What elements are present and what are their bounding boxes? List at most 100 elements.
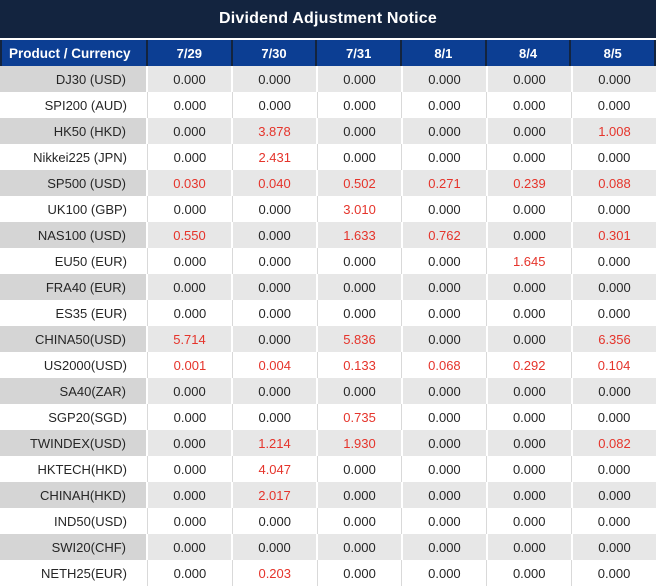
dividend-value-cell: 1.633 <box>318 222 403 248</box>
dividend-value-cell: 0.000 <box>148 196 233 222</box>
dividend-value-cell: 0.000 <box>487 144 573 170</box>
dividend-value-cell: 0.000 <box>573 482 656 508</box>
dividend-value-cell: 0.000 <box>487 560 573 586</box>
dividend-value-cell: 0.000 <box>488 430 573 456</box>
dividend-value-cell: 0.000 <box>232 508 318 534</box>
product-name-cell: SPI200 (AUD) <box>0 92 148 118</box>
title-bar: Dividend Adjustment Notice <box>0 0 656 40</box>
product-name-cell: IND50(USD) <box>0 508 148 534</box>
dividend-value-cell: 0.000 <box>318 274 403 300</box>
column-header-date: 7/29 <box>148 40 233 66</box>
dividend-value-cell: 0.000 <box>318 534 403 560</box>
dividend-value-cell: 0.000 <box>572 300 656 326</box>
dividend-value-cell: 0.000 <box>148 300 233 326</box>
product-name-cell: SP500 (USD) <box>0 170 148 196</box>
dividend-value-cell: 0.000 <box>488 222 573 248</box>
dividend-value-cell: 0.000 <box>232 404 318 430</box>
page-title: Dividend Adjustment Notice <box>219 10 437 27</box>
product-name-cell: SGP20(SGD) <box>0 404 148 430</box>
product-name-cell: ES35 (EUR) <box>0 300 148 326</box>
dividend-value-cell: 0.000 <box>233 66 318 92</box>
dividend-value-cell: 0.000 <box>487 508 573 534</box>
dividend-value-cell: 0.088 <box>573 170 656 196</box>
dividend-value-cell: 0.000 <box>318 66 403 92</box>
table-row: FRA40 (EUR) 0.000 0.000 0.000 0.000 0.000 0.00… <box>0 274 656 300</box>
product-name-cell: NAS100 (USD) <box>0 222 148 248</box>
dividend-value-cell: 3.010 <box>317 196 403 222</box>
dividend-value-cell: 0.000 <box>402 456 488 482</box>
dividend-value-cell: 0.000 <box>488 378 573 404</box>
dividend-value-cell: 0.000 <box>233 326 318 352</box>
dividend-value-cell: 0.000 <box>488 274 573 300</box>
product-name-cell: CHINAH(HKD) <box>0 482 148 508</box>
table-row: ES35 (EUR) 0.000 0.000 0.000 0.000 0.000 0.000 <box>0 300 656 326</box>
dividend-value-cell: 0.000 <box>318 482 403 508</box>
dividend-value-cell: 5.714 <box>148 326 233 352</box>
dividend-value-cell: 0.000 <box>148 378 233 404</box>
product-name-cell: UK100 (GBP) <box>0 196 148 222</box>
dividend-value-cell: 0.000 <box>403 378 488 404</box>
dividend-value-cell: 0.000 <box>232 300 318 326</box>
dividend-value-cell: 1.214 <box>233 430 318 456</box>
table-row: SWI20(CHF) 0.000 0.000 0.000 0.000 0.000 0.000 <box>0 534 656 560</box>
dividend-value-cell: 0.000 <box>148 482 233 508</box>
dividend-value-cell: 2.017 <box>233 482 318 508</box>
dividend-value-cell: 0.000 <box>317 300 403 326</box>
dividend-value-cell: 0.000 <box>403 118 488 144</box>
dividend-value-cell: 0.000 <box>488 66 573 92</box>
dividend-value-cell: 0.000 <box>148 118 233 144</box>
dividend-value-cell: 0.000 <box>572 144 656 170</box>
column-header-date: 7/31 <box>317 40 403 66</box>
dividend-value-cell: 0.301 <box>573 222 656 248</box>
table-row: NETH25(EUR) 0.000 0.203 0.000 0.000 0.000 0.00… <box>0 560 656 586</box>
dividend-value-cell: 0.133 <box>317 352 403 378</box>
dividend-value-cell: 0.000 <box>317 144 403 170</box>
table-row: CHINA50(USD) 5.714 0.000 5.836 0.000 0.000 6.3… <box>0 326 656 352</box>
dividend-value-cell: 0.271 <box>403 170 488 196</box>
table-row: EU50 (EUR) 0.000 0.000 0.000 0.000 1.645 0.000 <box>0 248 656 274</box>
dividend-value-cell: 0.000 <box>402 508 488 534</box>
dividend-value-cell: 0.001 <box>148 352 233 378</box>
dividend-value-cell: 6.356 <box>573 326 656 352</box>
dividend-value-cell: 0.000 <box>148 144 233 170</box>
dividend-value-cell: 0.000 <box>317 560 403 586</box>
dividend-value-cell: 0.000 <box>148 456 233 482</box>
dividend-value-cell: 0.000 <box>402 196 488 222</box>
dividend-value-cell: 0.000 <box>573 534 656 560</box>
product-name-cell: SA40(ZAR) <box>0 378 148 404</box>
column-header-date: 8/1 <box>402 40 487 66</box>
table-row: IND50(USD) 0.000 0.000 0.000 0.000 0.000 0.000 <box>0 508 656 534</box>
dividend-value-cell: 0.000 <box>402 560 488 586</box>
table-row: TWINDEX(USD) 0.000 1.214 1.930 0.000 0.000 0.0… <box>0 430 656 456</box>
dividend-value-cell: 0.000 <box>317 92 403 118</box>
dividend-value-cell: 0.000 <box>487 92 573 118</box>
product-name-cell: DJ30 (USD) <box>0 66 148 92</box>
dividend-value-cell: 0.000 <box>317 248 403 274</box>
dividend-value-cell: 0.000 <box>148 430 233 456</box>
dividend-value-cell: 0.104 <box>572 352 656 378</box>
table-row: SP500 (USD) 0.030 0.040 0.502 0.271 0.239 0.08… <box>0 170 656 196</box>
dividend-value-cell: 0.000 <box>572 196 656 222</box>
product-name-cell: SWI20(CHF) <box>0 534 148 560</box>
dividend-value-cell: 1.008 <box>573 118 656 144</box>
dividend-value-cell: 0.000 <box>488 118 573 144</box>
product-name-cell: FRA40 (EUR) <box>0 274 148 300</box>
dividend-value-cell: 0.000 <box>487 300 573 326</box>
dividend-value-cell: 0.000 <box>488 482 573 508</box>
dividend-value-cell: 0.000 <box>403 326 488 352</box>
dividend-value-cell: 0.000 <box>318 378 403 404</box>
table-row: SA40(ZAR) 0.000 0.000 0.000 0.000 0.000 0.000 <box>0 378 656 404</box>
dividend-value-cell: 0.000 <box>488 534 573 560</box>
table-row: CHINAH(HKD) 0.000 2.017 0.000 0.000 0.000 0.00… <box>0 482 656 508</box>
dividend-value-cell: 0.000 <box>402 300 488 326</box>
dividend-value-cell: 0.550 <box>148 222 233 248</box>
product-name-cell: EU50 (EUR) <box>0 248 148 274</box>
dividend-value-cell: 0.000 <box>402 248 488 274</box>
dividend-value-cell: 0.000 <box>233 274 318 300</box>
dividend-value-cell: 0.000 <box>148 404 233 430</box>
table-row: SPI200 (AUD) 0.000 0.000 0.000 0.000 0.000 0.0… <box>0 92 656 118</box>
dividend-value-cell: 0.000 <box>232 248 318 274</box>
dividend-value-cell: 0.000 <box>572 404 656 430</box>
dividend-value-cell: 0.000 <box>572 560 656 586</box>
column-header-date: 8/4 <box>487 40 572 66</box>
